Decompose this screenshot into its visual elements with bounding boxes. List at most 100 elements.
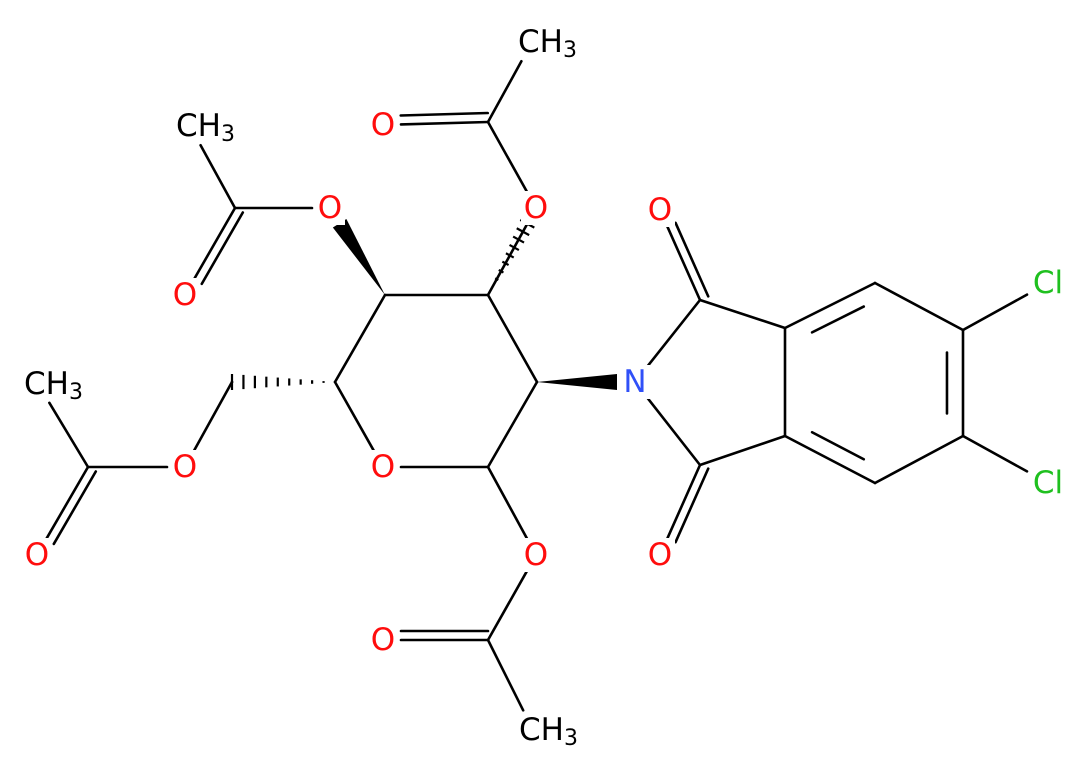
atom-label: O — [648, 537, 672, 573]
atom-label: O — [371, 449, 395, 485]
bond — [486, 380, 539, 469]
atom-label: O — [648, 192, 672, 228]
label-backdrop — [620, 365, 650, 399]
bond — [698, 298, 787, 330]
bond — [48, 401, 90, 469]
bond — [486, 465, 529, 541]
atom-label: Cl — [1033, 465, 1063, 501]
atom-symbol: CH — [176, 108, 221, 144]
atom-symbol: O — [371, 107, 395, 143]
atom-label: O — [25, 537, 49, 573]
label-backdrop — [645, 538, 675, 572]
atom-symbol: O — [173, 277, 197, 313]
atom-symbol: O — [648, 537, 672, 573]
atom-symbol: CH — [518, 24, 563, 60]
bond — [399, 120, 490, 126]
bond — [810, 305, 866, 334]
atom-symbol: O — [524, 190, 548, 226]
bond — [783, 434, 877, 485]
bond — [674, 467, 710, 544]
atom-label: O — [173, 449, 197, 485]
bond — [961, 293, 1029, 332]
bond — [333, 380, 376, 453]
bond — [200, 211, 245, 286]
atom-label: CH3 — [518, 24, 577, 63]
bond — [486, 638, 525, 712]
label-backdrop — [170, 450, 200, 484]
atom-symbol: CH — [519, 712, 564, 748]
hashed-bond — [501, 260, 510, 267]
bond — [486, 120, 529, 194]
atom-subscript: 3 — [564, 726, 578, 751]
atom-symbol: N — [623, 364, 646, 400]
label-backdrop — [368, 450, 398, 484]
atom-symbol: Cl — [1033, 465, 1063, 501]
bond — [873, 434, 965, 485]
atom-subscript: 3 — [221, 122, 235, 147]
bond — [199, 143, 237, 210]
hashed-bond — [505, 252, 515, 259]
wedge-bond — [332, 218, 385, 295]
hashed-bond — [491, 285, 494, 289]
atom-label: N — [623, 364, 646, 400]
atom-label: O — [318, 190, 342, 226]
label-backdrop — [517, 713, 589, 747]
atom-subscript: 3 — [69, 380, 83, 405]
bond — [783, 281, 877, 330]
atom-label: CH3 — [24, 366, 83, 405]
atom-symbol: O — [25, 537, 49, 573]
label-backdrop — [1033, 466, 1063, 500]
label-backdrop — [516, 25, 588, 59]
bond — [399, 111, 490, 117]
bond — [810, 430, 866, 461]
atom-symbol: O — [371, 449, 395, 485]
atom-label: CH3 — [519, 712, 578, 751]
bond — [192, 206, 237, 281]
hashed-bond — [498, 269, 504, 274]
label-backdrop — [315, 191, 345, 225]
label-backdrop — [368, 108, 398, 142]
bond — [644, 394, 702, 467]
label-backdrop — [368, 623, 398, 657]
label-backdrop — [521, 191, 551, 225]
atom-symbol: CH — [24, 366, 69, 402]
bond — [192, 380, 234, 453]
bond — [698, 434, 787, 467]
label-backdrop — [170, 278, 200, 312]
atom-symbol: O — [371, 622, 395, 658]
atom-label: O — [173, 277, 197, 313]
label-backdrop — [645, 193, 675, 227]
atom-symbol: O — [318, 190, 342, 226]
atom-label: CH3 — [176, 108, 235, 147]
atom-symbol: O — [524, 537, 548, 573]
atom-label: Cl — [1033, 265, 1063, 301]
atom-symbol: O — [173, 449, 197, 485]
bond — [666, 225, 702, 302]
label-backdrop — [521, 538, 551, 572]
wedge-bond — [537, 374, 617, 390]
atom-label: O — [371, 107, 395, 143]
atom-label: O — [524, 537, 548, 573]
bond — [674, 221, 710, 298]
atom-symbol: Cl — [1033, 265, 1063, 301]
bond — [666, 463, 702, 540]
atom-label: O — [524, 190, 548, 226]
bond — [873, 281, 965, 332]
hashed-bond — [512, 235, 525, 244]
bond — [486, 569, 529, 642]
label-backdrop — [22, 538, 52, 572]
bond — [486, 293, 539, 384]
bond — [961, 434, 1029, 473]
atom-subscript: 3 — [563, 38, 577, 63]
label-backdrop — [174, 109, 246, 143]
bond — [644, 298, 702, 370]
atom-label: O — [371, 622, 395, 658]
bond — [333, 293, 387, 384]
label-backdrop — [1033, 266, 1063, 300]
bond — [52, 470, 98, 546]
label-backdrop — [22, 367, 94, 401]
hashed-bond — [494, 277, 499, 281]
bond — [486, 59, 523, 124]
